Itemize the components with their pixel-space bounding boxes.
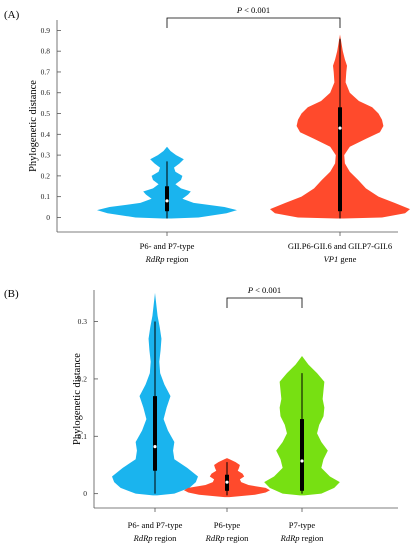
y-tick-label: 0.6 — [41, 88, 51, 97]
category-sublabel-tail: gene — [338, 254, 356, 264]
y-tick-label: 0.1 — [78, 432, 88, 441]
y-tick-label: 0.2 — [78, 374, 88, 383]
category-sublabel-italic: RdRp — [280, 533, 300, 543]
violin-median — [153, 445, 157, 449]
y-axis-label: Phylogenetic distance — [72, 353, 83, 445]
violin-median — [338, 126, 342, 130]
y-tick-label: 0.9 — [41, 26, 51, 35]
significance-value: < 0.001 — [242, 5, 270, 15]
category-sublabel-tail: region — [225, 533, 250, 543]
category-label: P6- and P7-type — [128, 520, 183, 530]
y-tick-label: 0 — [83, 489, 87, 498]
significance-p: P — [247, 285, 253, 295]
category-label: GII.P6-GII.6 and GII.P7-GII.6 — [288, 241, 392, 251]
panel-label: (A) — [4, 9, 20, 21]
violin-median — [300, 459, 304, 463]
panel-label: (B) — [4, 288, 19, 300]
category-sublabel-italic: RdRp — [133, 533, 153, 543]
category-sublabel-tail: region — [153, 533, 178, 543]
violin-gii-p6-gii-6-and-gii-p7-gii-6 — [270, 34, 410, 219]
category-sublabel: VP1 gene — [324, 254, 357, 264]
category-label: P6- and P7-type — [140, 241, 195, 251]
significance-bracket — [226, 297, 303, 308]
y-tick-label: 0.1 — [41, 192, 51, 201]
y-tick-label: 0 — [46, 213, 50, 222]
violin-p6-and-p7-type — [112, 292, 198, 496]
violin-iqr-box — [300, 419, 304, 491]
category-label: P6-type — [214, 520, 241, 530]
violin-p6-type — [184, 458, 270, 498]
significance-value: < 0.001 — [253, 285, 281, 295]
violin-iqr-box — [338, 107, 342, 212]
violin-iqr-box — [165, 186, 169, 212]
y-tick-label: 0.3 — [41, 151, 51, 160]
y-axis-label: Phylogenetic distance — [28, 80, 39, 172]
y-tick-label: 0.2 — [41, 171, 51, 180]
category-sublabel: RdRp region — [280, 533, 324, 543]
category-sublabel-italic: RdRp — [205, 533, 225, 543]
category-sublabel: RdRp region — [145, 254, 189, 264]
category-sublabel: RdRp region — [205, 533, 249, 543]
category-label: P7-type — [289, 520, 316, 530]
violin-median — [165, 199, 169, 203]
violin-p7-type — [264, 355, 340, 496]
category-sublabel-italic: RdRp — [145, 254, 165, 264]
category-sublabel-italic: VP1 — [324, 254, 339, 264]
y-tick-label: 0.7 — [41, 67, 51, 76]
category-sublabel-tail: region — [165, 254, 190, 264]
violin-p6-and-p7-type — [97, 146, 237, 219]
y-tick-label: 0.5 — [41, 109, 51, 118]
y-tick-label: 0.4 — [41, 130, 51, 139]
panel-a: (A) 0 0.1 0.2 0.3 0.4 0.5 0.6 0.7 0.8 0.9 Phylogene… — [4, 5, 410, 264]
significance-label: P < 0.001 — [247, 285, 281, 295]
significance-label: P < 0.001 — [236, 5, 270, 15]
significance-bracket — [166, 17, 341, 28]
panel-b: (B) 0 0.1 0.2 0.3 Phylogenetic distance P6- an… — [4, 285, 398, 543]
violin-median — [225, 480, 229, 484]
category-sublabel: RdRp region — [133, 533, 177, 543]
violin-iqr-box — [153, 396, 157, 471]
significance-p: P — [236, 5, 242, 15]
y-tick-label: 0.8 — [41, 47, 51, 56]
category-sublabel-tail: region — [300, 533, 325, 543]
y-tick-label: 0.3 — [78, 317, 88, 326]
